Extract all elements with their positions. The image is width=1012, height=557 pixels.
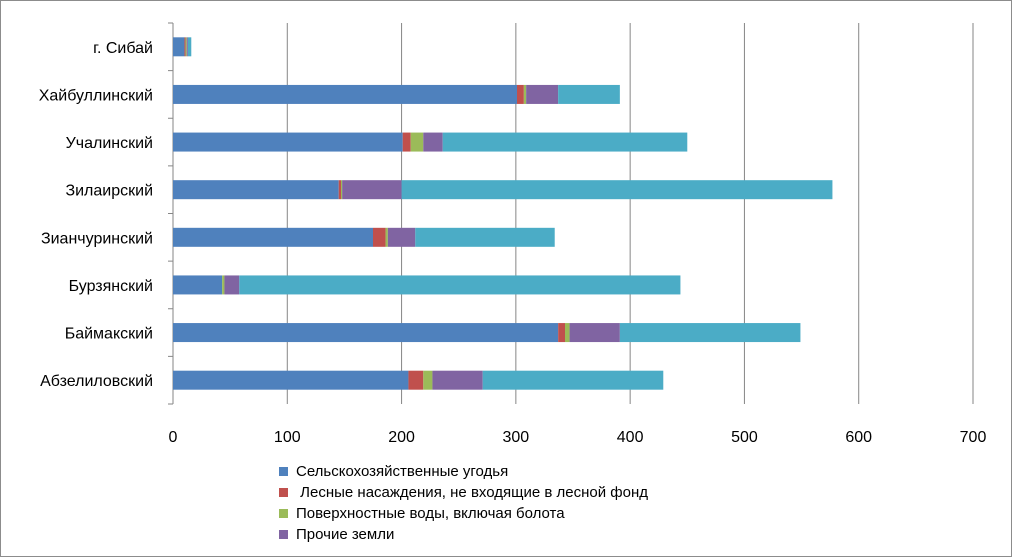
bar-segment — [432, 370, 483, 390]
bar-segment — [558, 323, 565, 343]
legend-item: Лесные насаждения, не входящие в лесной … — [279, 482, 648, 503]
category-label: Хайбуллинский — [39, 87, 153, 104]
bar-segment — [408, 370, 424, 390]
bar-segment — [373, 227, 386, 247]
legend-label: Поверхностные воды, включая болота — [296, 505, 565, 522]
legend-label: Лесные насаждения, не входящие в лесной … — [296, 484, 648, 501]
legend-label: Сельскохозяйственные угодья — [296, 463, 509, 480]
bar-segment — [338, 180, 341, 200]
x-tick-label: 300 — [503, 429, 530, 446]
category-label: Абзелиловский — [40, 373, 153, 390]
bar-segment — [387, 227, 416, 247]
legend-swatch — [279, 509, 288, 518]
bar-segment — [415, 227, 555, 247]
x-tick-label: 700 — [960, 429, 987, 446]
bar-segment — [173, 180, 339, 200]
legend: Сельскохозяйственные угодья Лесные насаж… — [279, 461, 648, 545]
category-label: Учалинский — [66, 135, 153, 152]
x-tick-label: 100 — [274, 429, 301, 446]
bar-segment — [173, 323, 559, 343]
bar-segment — [173, 84, 517, 104]
bar-segment — [410, 132, 424, 152]
bar-segment — [173, 370, 409, 390]
x-tick-label: 200 — [388, 429, 415, 446]
bar-segment — [173, 275, 223, 295]
x-tick-label: 400 — [617, 429, 644, 446]
x-tick-label: 0 — [169, 429, 178, 446]
bar-segment — [342, 180, 402, 200]
legend-swatch — [279, 467, 288, 476]
category-label: г. Сибай — [93, 40, 153, 57]
legend-label: Прочие земли — [296, 526, 395, 543]
category-label: Зилаирский — [65, 183, 153, 200]
bar-segment — [482, 370, 664, 390]
bar-segment — [239, 275, 681, 295]
bar-segment — [423, 370, 433, 390]
bar-segment — [184, 37, 186, 57]
legend-swatch — [279, 488, 288, 497]
bar-segment — [517, 84, 524, 104]
bar-segment — [186, 37, 188, 57]
bar-segment — [401, 180, 833, 200]
legend-item: Сельскохозяйственные угодья — [279, 461, 648, 482]
bar-segment — [173, 227, 373, 247]
legend-swatch — [279, 530, 288, 539]
bar-segment — [402, 132, 411, 152]
bar-segment — [385, 227, 388, 247]
bar-segment — [187, 37, 192, 57]
bar-segment — [619, 323, 801, 343]
x-tick-label: 500 — [731, 429, 758, 446]
bar-segment — [173, 132, 403, 152]
bar-segment — [526, 84, 559, 104]
bar-segment — [222, 275, 225, 295]
legend-item: Прочие земли — [279, 524, 648, 545]
bar-segment — [569, 323, 620, 343]
bar-segment — [423, 132, 443, 152]
x-tick-label: 600 — [845, 429, 872, 446]
bar-segment — [173, 37, 185, 57]
bar-segment — [523, 84, 527, 104]
category-label: Зианчуринский — [41, 230, 153, 247]
category-label: Бурзянский — [69, 278, 153, 295]
bar-segment — [565, 323, 570, 343]
legend-item: Поверхностные воды, включая болота — [279, 503, 648, 524]
bar-segment — [442, 132, 688, 152]
bar-segment — [341, 180, 343, 200]
bar-segment — [224, 275, 240, 295]
bar-segment — [558, 84, 620, 104]
bar-segment — [185, 37, 187, 57]
category-label: Баймакский — [65, 326, 153, 343]
